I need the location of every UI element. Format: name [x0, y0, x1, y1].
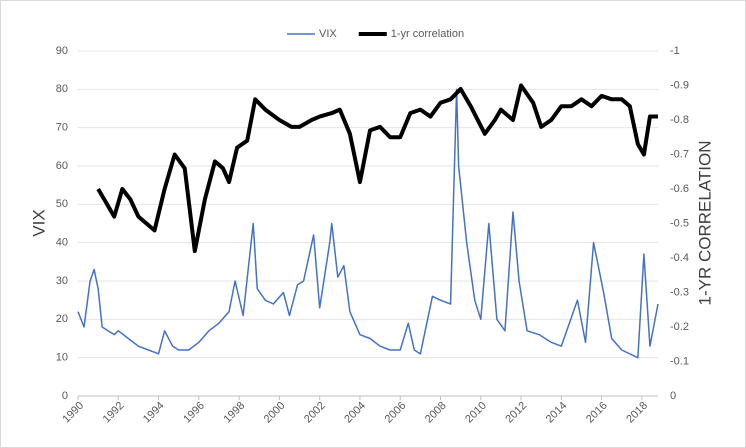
legend-label: VIX	[319, 28, 337, 40]
y2-tick-label: -1	[670, 45, 680, 57]
y2-tick-label: -0.6	[670, 183, 689, 195]
y2-tick-label: -0.8	[670, 114, 689, 126]
y-tick-label: 50	[56, 198, 68, 210]
y2-tick-label: -0.4	[670, 252, 689, 264]
y2-tick-label: -0.5	[670, 217, 689, 229]
y-tick-label: 90	[56, 45, 68, 57]
y2-tick-label: -0.3	[670, 286, 689, 298]
y2-tick-label: -0.7	[670, 148, 689, 160]
y-tick-label: 40	[56, 237, 68, 249]
y-tick-label: 80	[56, 83, 68, 95]
y-tick-label: 20	[56, 313, 68, 325]
y2-tick-label: -0.9	[670, 79, 689, 91]
y-tick-label: 70	[56, 122, 68, 134]
series-line	[77, 88, 659, 359]
y2-tick-label: -0.2	[670, 321, 689, 333]
y-axis-title: VIX	[29, 209, 48, 236]
y2-axis-title: 1-YR CORRELATION	[695, 141, 714, 306]
y2-tick-label: 0	[670, 390, 676, 402]
legend-label: 1-yr correlation	[391, 28, 464, 40]
y-tick-label: 60	[56, 160, 68, 172]
y-tick-label: 10	[56, 352, 68, 364]
series-line	[96, 83, 658, 254]
y-tick-label: 0	[62, 390, 68, 402]
y2-tick-label: -0.1	[670, 355, 689, 367]
y-tick-label: 30	[56, 275, 68, 287]
